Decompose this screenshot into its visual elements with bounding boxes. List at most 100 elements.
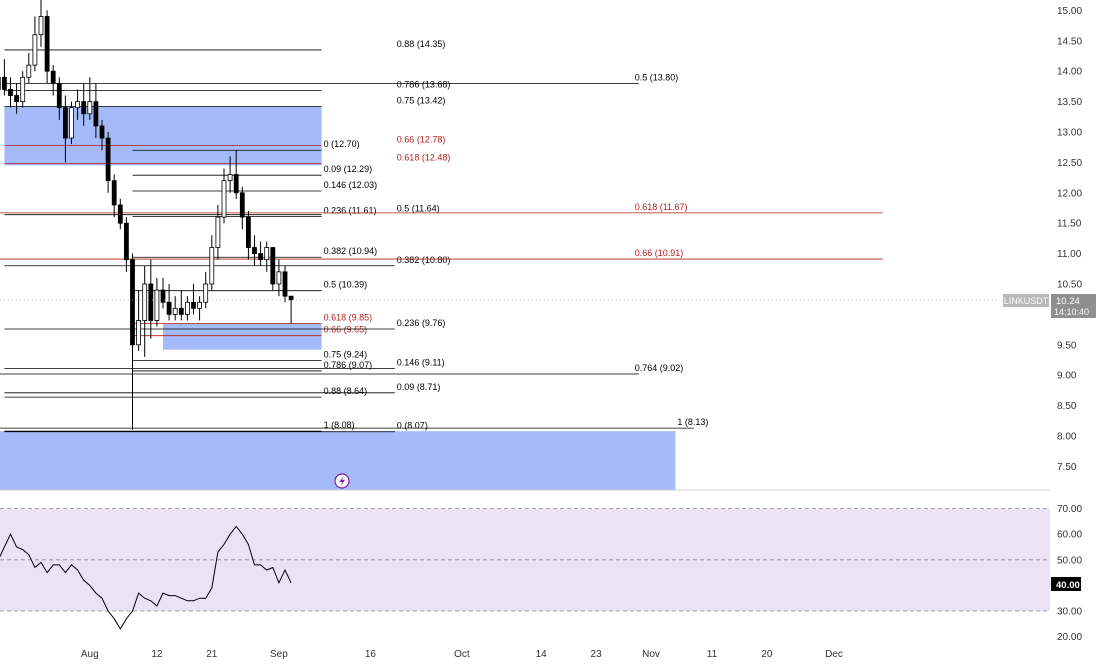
price-tick-label: 8.00 — [1057, 432, 1077, 443]
candle — [215, 204, 221, 260]
time-axis[interactable]: Aug 12 21 Sep 16 Oct 14 23 Nov 11 20 Dec — [81, 649, 843, 660]
candle — [282, 265, 288, 303]
candle — [44, 10, 50, 84]
fib-level-label: 0.75 (13.42) — [397, 95, 446, 105]
rsi-tick-label: 50.00 — [1057, 555, 1082, 566]
symbol-tag — [1003, 294, 1049, 307]
fib-level-label: 0.618 (12.48) — [397, 153, 451, 163]
price-tick-label: 7.50 — [1057, 462, 1077, 473]
fib-level-label: 0.618 (9.85) — [324, 313, 373, 323]
candle — [148, 259, 154, 339]
time-tick-label: Dec — [825, 649, 843, 660]
time-tick-label: Oct — [454, 649, 470, 660]
bar-countdown: 14:10:40 — [1054, 307, 1089, 317]
candle-body — [56, 82, 62, 109]
fib-level-label: 0.66 (12.78) — [397, 134, 446, 144]
candle — [239, 186, 245, 230]
fib-level-label: 0.66 (10.91) — [635, 248, 684, 258]
fib-level-label: 0.786 (13.68) — [397, 80, 451, 90]
price-axis[interactable]: 7.508.008.509.009.5010.0010.5011.0011.50… — [1057, 6, 1082, 473]
candle-body — [233, 174, 239, 194]
fib-level-label: 0.66 (9.65) — [324, 325, 368, 335]
price-tick-label: 15.00 — [1057, 6, 1082, 17]
rsi-tick-label: 30.00 — [1057, 607, 1082, 618]
candle-body — [178, 307, 184, 315]
fib-level-label: 0.146 (9.11) — [397, 358, 445, 368]
candle — [270, 247, 276, 291]
candle — [124, 217, 129, 272]
candle-body — [288, 295, 294, 301]
fib-level-label: 0.786 (9.07) — [324, 360, 373, 370]
candle-body — [38, 16, 44, 36]
fib-level-label: 0.09 (8.71) — [397, 382, 441, 392]
fib-level-label: 0.5 (10.39) — [324, 280, 368, 290]
candle — [227, 156, 233, 193]
candle-body — [63, 107, 68, 139]
candle — [63, 95, 68, 163]
fib-level-label: 0.236 (11.61) — [324, 206, 377, 216]
price-tick-label: 14.50 — [1057, 36, 1082, 47]
candle-body — [32, 34, 38, 66]
candle-body — [142, 283, 148, 321]
candle-body — [209, 247, 215, 285]
candle — [8, 77, 13, 108]
fib-level-label: 0.382 (10.80) — [397, 255, 451, 265]
candle-body — [99, 125, 105, 139]
time-tick-label: 16 — [365, 649, 377, 660]
candle — [288, 295, 294, 324]
candle — [32, 16, 38, 72]
fib-level-label: 0.764 (9.02) — [635, 363, 684, 373]
price-tick-label: 9.00 — [1057, 371, 1077, 382]
candle-body — [227, 174, 233, 182]
price-tick-label: 11.00 — [1057, 249, 1082, 260]
candle — [203, 271, 209, 309]
zone-upper — [4, 106, 322, 166]
candle-body — [50, 70, 56, 84]
price-tick-label: 11.50 — [1057, 219, 1082, 230]
candle — [56, 77, 62, 120]
candle — [2, 59, 7, 96]
time-tick-label: 11 — [707, 649, 718, 660]
price-tick-label: 12.50 — [1057, 158, 1082, 169]
candle-body — [44, 16, 50, 72]
candle-body — [166, 301, 172, 315]
time-tick-label: Nov — [642, 649, 660, 660]
candle — [172, 296, 178, 321]
candle — [245, 211, 251, 260]
candle — [111, 174, 117, 218]
rsi-axis[interactable]: 20.00 30.00 50.00 60.00 70.00 — [1057, 504, 1082, 643]
time-tick-label: 23 — [591, 649, 603, 660]
candle — [105, 132, 111, 193]
candle-body — [215, 216, 221, 248]
price-tick-label: 10.50 — [1057, 280, 1082, 291]
candle-body — [154, 289, 160, 321]
candle — [252, 235, 257, 266]
price-candles — [0, 0, 294, 430]
fib-level-label: 0.236 (9.76) — [397, 318, 446, 328]
candle-body — [221, 180, 227, 218]
price-tick-label: 13.50 — [1057, 97, 1082, 108]
fib-level-label: 0.146 (12.03) — [324, 180, 378, 190]
candle — [221, 168, 227, 224]
time-tick-label: Aug — [81, 649, 99, 660]
candle — [69, 101, 74, 145]
replay-bolt-icon[interactable] — [334, 473, 350, 489]
fib-level-label: 1 (8.08) — [324, 420, 355, 430]
candle-body — [8, 89, 13, 96]
candle — [81, 83, 87, 126]
fib-level-label: 0 (8.07) — [397, 421, 428, 431]
candle-body — [245, 216, 251, 248]
fib-levels: 0.88 (14.35) 0.786 (13.68) 0.5 (13.80) 0.75… — [0, 39, 883, 433]
candle — [136, 290, 142, 351]
candle-body — [264, 247, 270, 261]
candle — [276, 259, 282, 297]
candle-body — [81, 101, 87, 115]
candle — [117, 198, 123, 230]
candle — [264, 241, 270, 272]
fib-level-label: 1 (8.13) — [677, 417, 708, 427]
candle-body — [258, 253, 264, 261]
candle-body — [276, 271, 282, 285]
fib-level-label: 0.88 (14.35) — [397, 39, 446, 49]
candle-body — [197, 301, 203, 309]
